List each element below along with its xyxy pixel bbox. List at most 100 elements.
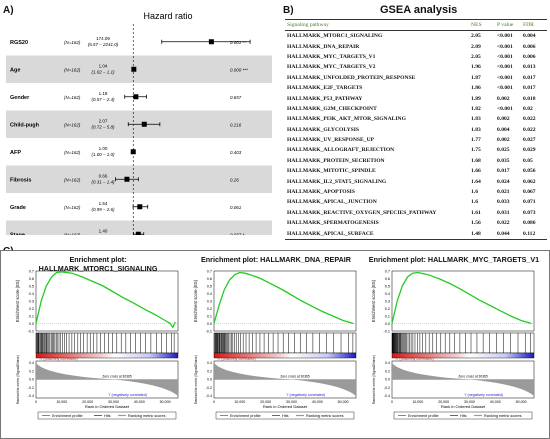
forest-row-n: (N=162) — [64, 95, 81, 100]
forest-row-ci: (0.99 – 2.6) — [91, 207, 115, 212]
enrichment-chart-2: 0.7 0.6 0.5 0.4 0.3 0.2 0.1 0.0 -0.1 Enrichment s… — [193, 270, 357, 420]
gsea-title: GSEA analysis — [380, 4, 458, 16]
zero-cross-label: Zero cross at 30365 — [458, 375, 487, 379]
rank-y-tick-label: 0.4 — [29, 361, 34, 365]
rank-y-tick-label: 0.2 — [29, 369, 34, 373]
gsea-table-row: HALLMARK_APICAL_JUNCTION 1.6 0.033 0.071 — [285, 197, 547, 207]
forest-row-p: 0.403 — [230, 150, 242, 155]
gsea-cell-pvalue: <0.001 — [497, 74, 513, 81]
ranking-gradient-bar — [213, 352, 357, 359]
gsea-table-row: HALLMARK_MYC_TARGETS_V2 1.96 <0.001 0.013 — [285, 62, 547, 72]
x-axis-label: Rank in Ordered Dataset — [85, 404, 130, 409]
gsea-col-pathway: Signaling pathway — [285, 19, 469, 31]
forest-row-hr: 0.66 — [99, 173, 108, 178]
x-tick-label: 10,000 — [56, 400, 67, 404]
gsea-cell-fdr: 0.022 — [523, 116, 536, 123]
gsea-cell-pvalue: 0.035 — [497, 157, 510, 164]
gsea-cell-pathway: HALLMARK_DNA_REPAIR — [287, 43, 360, 50]
forest-row-band — [6, 165, 272, 193]
gsea-cell-pvalue: 0.022 — [497, 220, 510, 227]
gsea-cell-nes: 1.83 — [471, 126, 481, 133]
gsea-cell-fdr: 0.018 — [523, 95, 536, 102]
es-y-tick-label: 0.2 — [207, 307, 212, 311]
panel-label-a: A) — [3, 5, 14, 16]
forest-row-n: (N=162) — [64, 40, 81, 45]
gsea-cell-pvalue: 0.017 — [497, 168, 510, 175]
gsea-cell-fdr: 0.062 — [523, 178, 536, 185]
gsea-cell-pvalue: 0.002 — [497, 95, 510, 102]
gsea-cell-pvalue: 0.044 — [495, 228, 521, 240]
gsea-table-row: HALLMARK_MTORC1_SIGNALING 2.05 <0.001 0.004 — [285, 31, 547, 42]
forest-row-label: RGS20 — [10, 40, 28, 46]
forest-row-hr: 1.04 — [99, 63, 108, 68]
gsea-cell-pathway: HALLMARK_G2M_CHECKPOINT — [287, 105, 377, 112]
gsea-cell-nes: 2.09 — [471, 43, 481, 50]
rank-y-tick-label: -0.4 — [384, 394, 390, 398]
rank-y-tick-label: -0.2 — [206, 386, 212, 390]
gsea-col-pvalue: P value — [495, 19, 521, 31]
gsea-cell-pvalue: 0.031 — [497, 209, 510, 216]
forest-row-label: Stage — [10, 232, 25, 235]
es-y-tick-label: 0.7 — [207, 270, 212, 274]
gsea-cell-nes: 1.87 — [471, 74, 481, 81]
rank-y-tick-label: 0.2 — [385, 369, 390, 373]
x-tick-label: 30,000 — [286, 400, 297, 404]
es-plot-frame — [213, 270, 357, 332]
negative-correlation-label: 'l' (negatively correlated) — [464, 393, 503, 397]
legend-box — [37, 411, 177, 420]
gsea-cell-pathway: HALLMARK_MTORC1_SIGNALING — [287, 33, 383, 40]
gsea-cell-fdr: 0.017 — [523, 85, 536, 92]
forest-estimate-marker — [141, 121, 147, 127]
forest-row-n: (N=162) — [64, 150, 81, 155]
gsea-table-row: HALLMARK_G2M_CHECKPOINT 1.82 <0.001 0.02 — [285, 104, 547, 114]
gsea-table-row: HALLMARK_REACTIVE_OXYGEN_SPECIES_PATHWAY… — [285, 208, 547, 218]
legend-label-hits: Hits — [104, 414, 111, 418]
gsea-cell-pvalue: <0.001 — [497, 64, 513, 71]
forest-row-ci: (0.31 – 1.4) — [91, 179, 115, 184]
gsea-cell-nes: 1.77 — [471, 137, 481, 144]
es-y-tick-label: 0.3 — [207, 300, 212, 304]
positive-correlation-label: 'h' (positively correlated) — [395, 357, 434, 361]
forest-row-hr: 1.54 — [99, 201, 108, 206]
gsea-table-row: HALLMARK_DNA_REPAIR 2.09 <0.001 0.006 — [285, 41, 547, 51]
x-tick-label: 0 — [35, 400, 37, 404]
gsea-cell-pathway: HALLMARK_REACTIVE_OXYGEN_SPECIES_PATHWAY — [287, 209, 437, 216]
legend-label-profile: Enrichment profile — [230, 414, 261, 418]
gsea-cell-pathway: HALLMARK_PI3K_AKT_MTOR_SIGNALING — [287, 116, 406, 123]
forest-row-ci: (1.00 – 1.0) — [91, 152, 115, 157]
gsea-table-row: HALLMARK_E2F_TARGETS 1.86 <0.001 0.017 — [285, 83, 547, 93]
forest-estimate-marker — [130, 149, 136, 155]
x-tick-label: 30,000 — [464, 400, 475, 404]
rank-y-tick-label: -0.2 — [28, 386, 34, 390]
forest-estimate-marker — [131, 66, 137, 72]
rank-y-tick-label: 0.2 — [207, 369, 212, 373]
legend-label-hits: Hits — [282, 414, 289, 418]
rank-y-axis-label: Ranked list metric (Signal2Noise) — [16, 355, 20, 404]
gsea-cell-fdr: 0.027 — [523, 137, 536, 144]
es-y-tick-label: 0.4 — [207, 292, 212, 296]
ranking-gradient-bar — [391, 352, 535, 359]
es-y-tick-label: 0.7 — [385, 270, 390, 274]
x-tick-label: 50,000 — [338, 400, 349, 404]
ranking-gradient-bar — [35, 352, 179, 359]
es-y-tick-label: 0.0 — [207, 322, 212, 326]
gsea-table-row: HALLMARK_ALLOGRAFT_REJECTION 1.75 0.025 0.0… — [285, 145, 547, 155]
forest-row-label: Age — [10, 67, 20, 73]
rank-y-tick-label: 0.4 — [385, 361, 390, 365]
gsea-table-row: HALLMARK_APOPTOSIS 1.6 0.021 0.067 — [285, 187, 547, 197]
negative-correlation-label: 'l' (negatively correlated) — [286, 393, 325, 397]
es-y-tick-label: 0.6 — [29, 277, 34, 281]
forest-row-hr: 1.40 — [99, 228, 108, 233]
gsea-cell-pathway: HALLMARK_UNFOLDED_PROTEIN_RESPONSE — [287, 74, 416, 81]
gsea-cell-pvalue: 0.002 — [497, 137, 510, 144]
forest-row-p: 0.000 *** — [230, 67, 248, 72]
rank-y-axis-label: Ranked list metric (Signal2Noise) — [372, 355, 376, 404]
gsea-table-row: HALLMARK_P53_PATHWAY 1.89 0.002 0.018 — [285, 93, 547, 103]
gsea-cell-pvalue: <0.001 — [497, 105, 513, 112]
gsea-header-row: Signaling pathway NES P value FDR — [285, 19, 547, 31]
gsea-table-row: HALLMARK_IL2_STAT5_SIGNALING 1.64 0.024 0.0… — [285, 176, 547, 186]
gsea-table-row: HALLMARK_PROTEIN_SECRETION 1.68 0.035 0.05 — [285, 156, 547, 166]
gsea-table-row: HALLMARK_PI3K_AKT_MTOR_SIGNALING 1.83 0.00… — [285, 114, 547, 124]
legend-label-hits: Hits — [460, 414, 467, 418]
hits-frame — [213, 332, 357, 354]
